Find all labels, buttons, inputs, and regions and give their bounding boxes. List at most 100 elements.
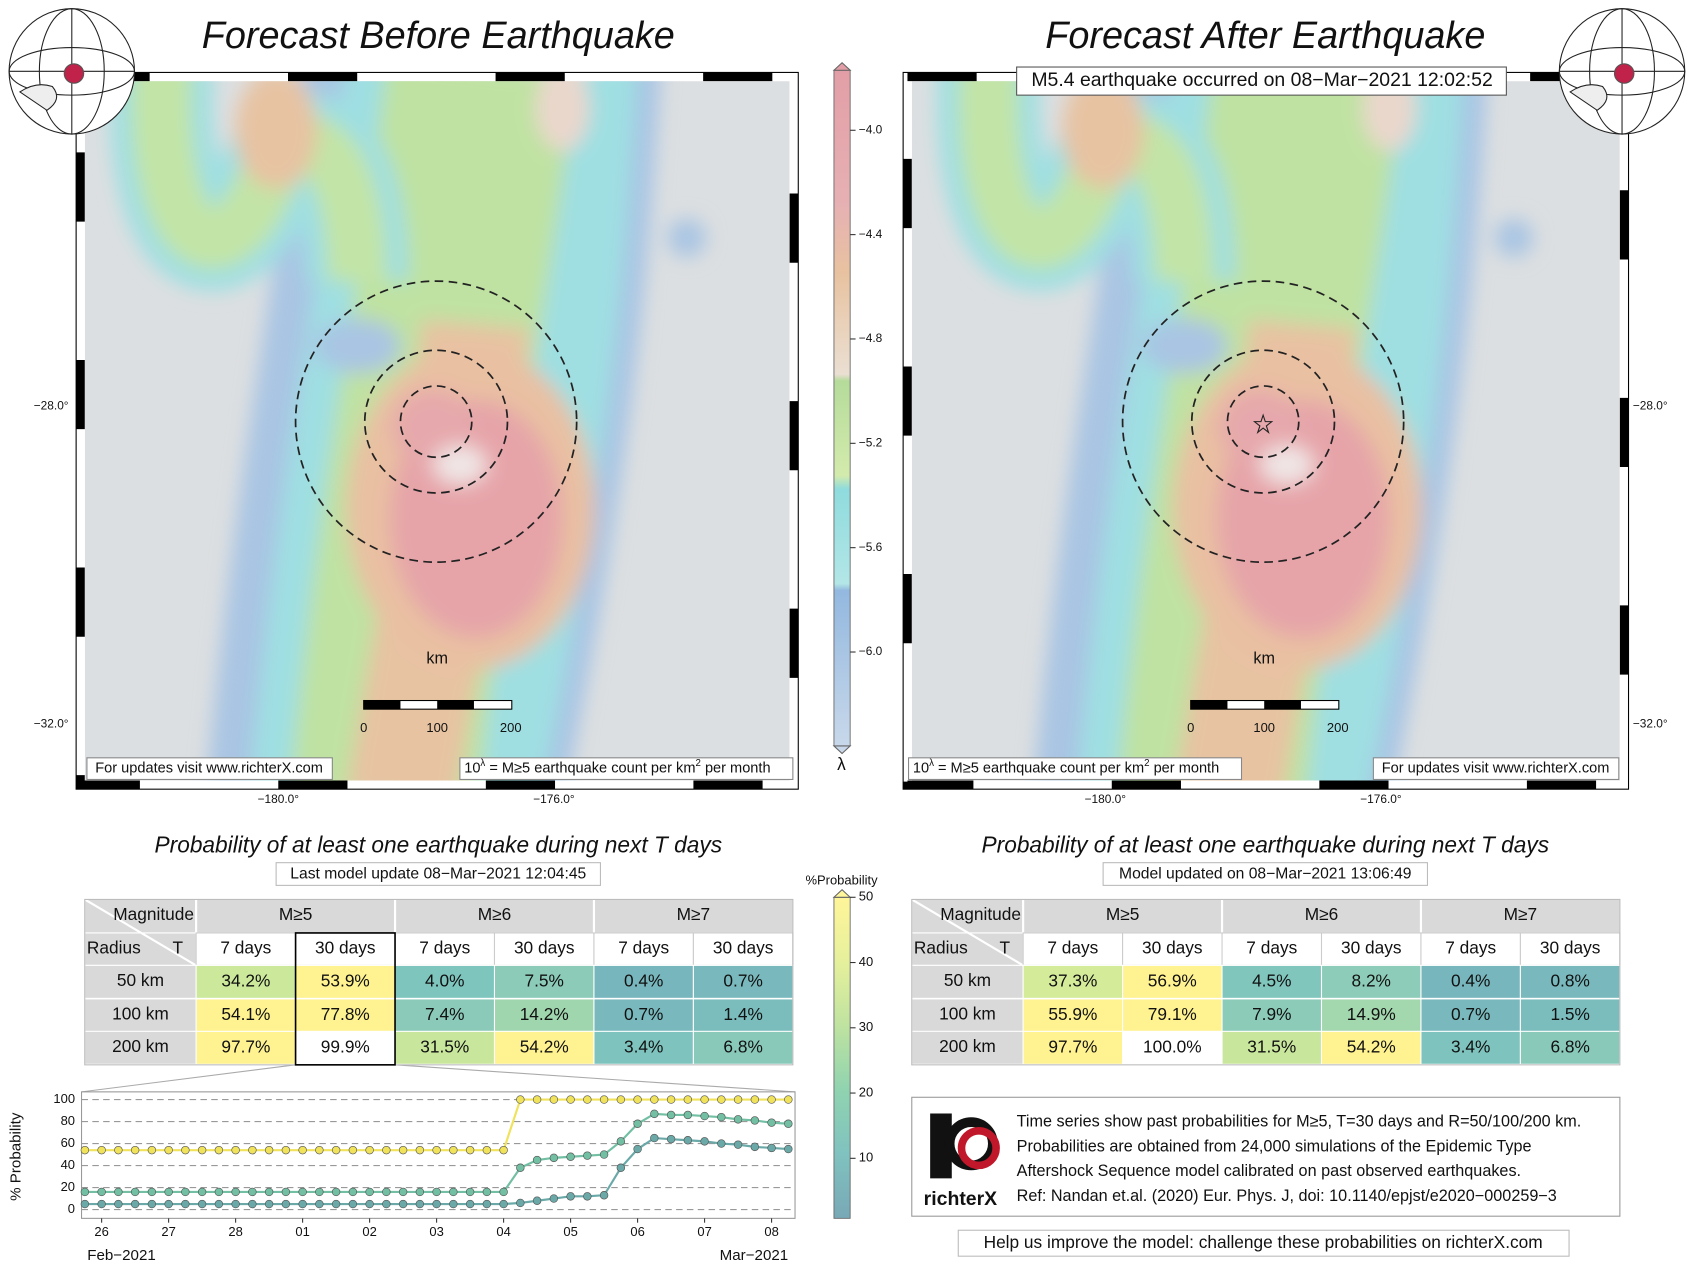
header-bg <box>84 898 794 934</box>
legend-part: = M≥5 earthquake count per km <box>485 760 695 776</box>
series-marker <box>532 1155 542 1165</box>
corner-label: Radius <box>87 938 141 958</box>
prob-value: 0.7% <box>624 1004 663 1024</box>
legend-part: per month <box>701 760 771 776</box>
series-marker <box>164 1187 173 1197</box>
series-marker <box>147 1199 157 1209</box>
period-header: 7 days <box>618 938 669 958</box>
series-marker <box>717 1095 726 1104</box>
info-box <box>911 1096 1621 1217</box>
series-marker <box>415 1199 425 1209</box>
x-tick-label: 03 <box>429 1224 443 1239</box>
prob-value: 7.5% <box>525 971 564 991</box>
prob-value: 99.9% <box>321 1037 370 1057</box>
series-marker <box>281 1199 291 1209</box>
series-marker <box>331 1145 341 1155</box>
prob-value: 0.7% <box>723 971 762 991</box>
map-title: Forecast After Earthquake <box>1045 15 1485 57</box>
x-axis-label: Feb−2021 <box>87 1247 156 1264</box>
info-line: Time series show past probabilities for … <box>1017 1112 1582 1130</box>
series-marker <box>465 1199 475 1209</box>
prob-value: 14.9% <box>1347 1004 1396 1024</box>
zoom-line <box>395 1064 796 1093</box>
scale-label: 100 <box>1253 720 1275 735</box>
colorbar-tick-label: 20 <box>859 1084 873 1099</box>
series-marker <box>750 1116 760 1125</box>
series-marker <box>616 1163 626 1172</box>
radius-label: 50 km <box>117 970 164 990</box>
update-label: Model updated on 08−Mar−2021 13:06:49 <box>1119 866 1412 883</box>
prob-value: 14.2% <box>520 1004 569 1024</box>
series-marker <box>114 1187 123 1197</box>
credit: For updates visit www.richterX.com <box>1382 760 1610 776</box>
magnitude-header: M≥6 <box>478 904 512 924</box>
series-marker <box>398 1145 408 1155</box>
prob-value: 54.2% <box>520 1037 569 1057</box>
lon-label: −176.0° <box>533 792 575 806</box>
x-tick-label: 02 <box>362 1224 376 1239</box>
prob-cell <box>394 1030 496 1065</box>
prob-cell <box>1022 964 1124 999</box>
series-marker <box>700 1137 709 1146</box>
colorbar-label: %Probability <box>805 872 878 887</box>
x-tick-label: 28 <box>228 1224 242 1239</box>
series-marker <box>231 1187 240 1197</box>
series-marker <box>633 1095 642 1104</box>
prob-value: 4.5% <box>1252 971 1291 991</box>
series-marker <box>197 1145 207 1155</box>
legend-part: = M≥5 earthquake count per km <box>934 760 1144 776</box>
credit: For updates visit www.richterX.com <box>95 760 323 776</box>
update-label: Last model update 08−Mar−2021 12:04:45 <box>290 866 586 883</box>
period-cell <box>1221 932 1323 966</box>
corner-diagonal <box>84 898 197 967</box>
series-marker <box>348 1145 358 1155</box>
series-marker <box>264 1199 274 1209</box>
table-title: Probability of at least one earthquake d… <box>155 831 723 857</box>
prob-value: 3.4% <box>1451 1037 1490 1057</box>
lat-label: −32.0° <box>34 716 69 730</box>
series-marker <box>197 1187 207 1197</box>
series-marker <box>231 1145 240 1155</box>
prob-value: 79.1% <box>1148 1004 1197 1024</box>
globes <box>8 8 1686 135</box>
colorbar-tick-label: −5.6 <box>859 540 883 554</box>
lat-label: −28.0° <box>1633 399 1668 413</box>
series-marker <box>248 1199 257 1209</box>
series-marker <box>214 1145 224 1155</box>
lat-label: −32.0° <box>1633 716 1668 730</box>
series-marker <box>717 1112 726 1122</box>
x-tick-label: 06 <box>630 1224 644 1239</box>
series-marker <box>650 1095 659 1104</box>
update-box <box>275 862 601 886</box>
series-marker <box>482 1145 492 1155</box>
prob-cell <box>493 1030 595 1065</box>
table-border <box>911 898 1621 1066</box>
legend-part: per month <box>1150 760 1220 776</box>
series-marker <box>365 1145 374 1155</box>
series-marker <box>97 1199 106 1209</box>
period-cell <box>593 932 694 966</box>
prob-value: 53.9% <box>321 971 370 991</box>
series-marker <box>147 1145 157 1155</box>
prob-cell <box>1122 1030 1223 1065</box>
series-marker <box>298 1187 307 1197</box>
series-marker <box>566 1152 575 1161</box>
radius-label: 200 km <box>112 1036 169 1056</box>
period-cell <box>295 932 396 966</box>
prob-value: 0.7% <box>1451 1004 1490 1024</box>
period-header: 7 days <box>220 938 271 958</box>
series-marker <box>633 1144 642 1154</box>
series-marker <box>114 1199 123 1209</box>
prob-cell <box>493 964 595 999</box>
series-marker <box>164 1199 173 1209</box>
prob-cell <box>493 998 595 1033</box>
series-marker <box>549 1095 559 1104</box>
prob-value: 56.9% <box>1148 971 1197 991</box>
logo-text: richterX <box>924 1188 997 1210</box>
y-tick-label: 60 <box>61 1135 75 1150</box>
prob-cell <box>593 964 694 999</box>
series-marker <box>449 1187 458 1197</box>
x-tick-label: 04 <box>496 1224 510 1239</box>
lon-label: −180.0° <box>1085 792 1127 806</box>
period-cell <box>493 932 595 966</box>
